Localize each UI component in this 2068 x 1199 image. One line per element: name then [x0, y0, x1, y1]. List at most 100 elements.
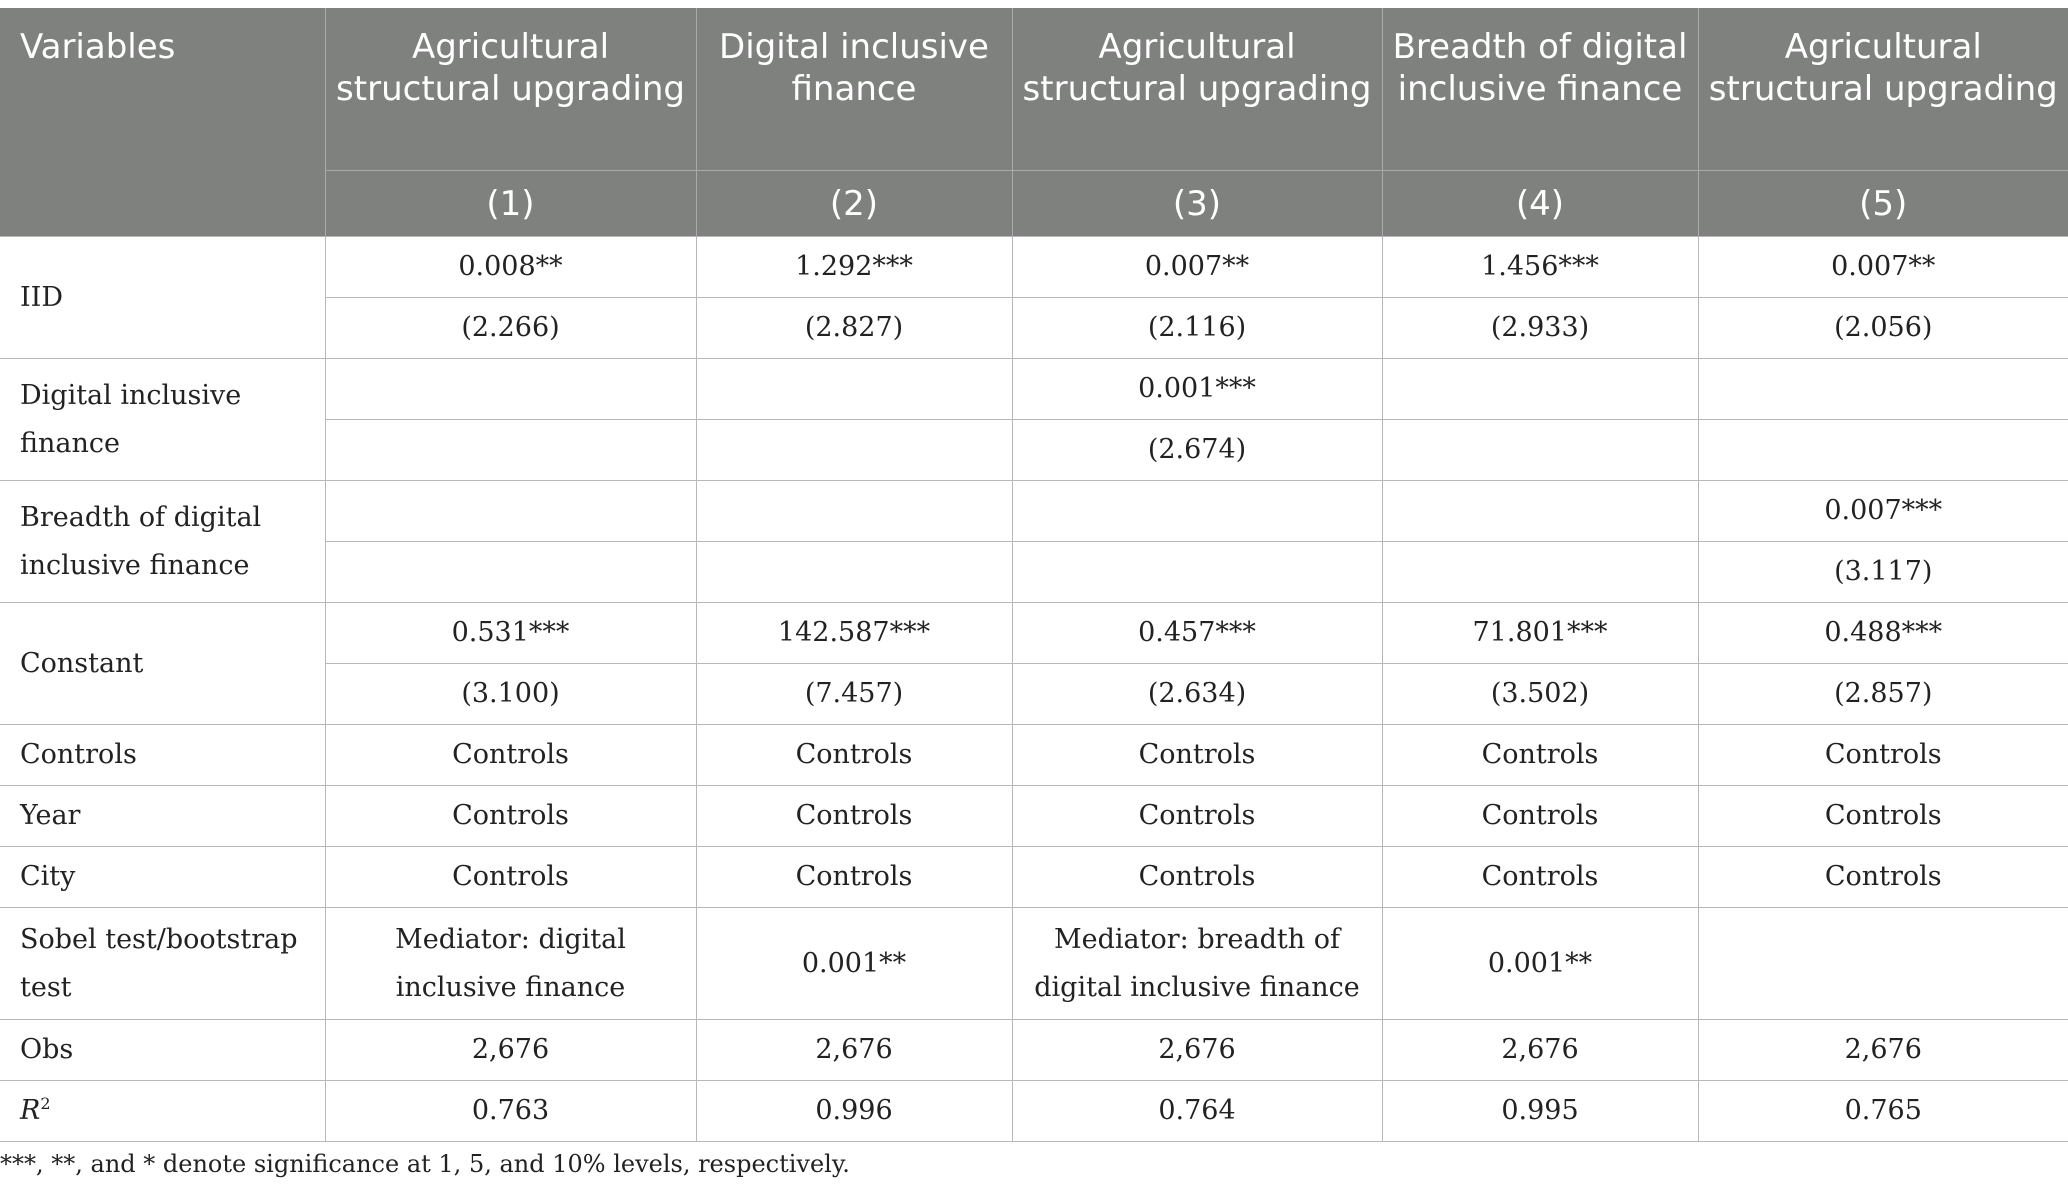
- cell-sobel-1: Mediator: digital inclusive finance: [324, 907, 697, 1020]
- cell-iid-t-1: (2.266): [324, 297, 697, 359]
- row-label-bdif: Breadth of digital inclusive finance: [0, 480, 326, 603]
- cell-sobel-4: 0.001**: [1381, 907, 1699, 1020]
- cell-obs-2: 2,676: [695, 1019, 1013, 1081]
- row-label-obs: Obs: [0, 1019, 326, 1081]
- cell-constant-coef-5: 0.488***: [1697, 602, 2068, 664]
- cell-iid-coef-4: 1.456***: [1381, 236, 1699, 298]
- cell-bdif-coef-1: [324, 480, 697, 542]
- header-col-1-num: (1): [324, 170, 696, 237]
- cell-obs-5: 2,676: [1697, 1019, 2068, 1081]
- cell-iid-t-5: (2.056): [1697, 297, 2068, 359]
- cell-city-3: Controls: [1011, 846, 1383, 908]
- cell-controls-1: Controls: [324, 724, 697, 786]
- cell-dif-t-2: [695, 419, 1013, 481]
- cell-constant-t-5: (2.857): [1697, 663, 2068, 725]
- cell-bdif-coef-4: [1381, 480, 1699, 542]
- table-row-constant-coef: Constant 0.531*** 142.587*** 0.457*** 71…: [0, 602, 2068, 725]
- header-col-5-num: (5): [1697, 170, 2068, 237]
- r2-superscript: 2: [40, 1094, 51, 1113]
- table-row-obs: Obs 2,676 2,676 2,676 2,676 2,676: [0, 1019, 2068, 1081]
- regression-table-container: Variables Agricultural structural upgrad…: [0, 8, 2068, 1142]
- header-col-3-name: Agricultural structural upgrading: [1011, 8, 1382, 171]
- header-variables: Variables: [0, 8, 325, 237]
- cell-constant-t-2: (7.457): [695, 663, 1013, 725]
- table-row-iid-t: (2.266) (2.827) (2.116) (2.933) (2.056): [0, 297, 2068, 359]
- cell-dif-t-1: [324, 419, 697, 481]
- cell-controls-2: Controls: [695, 724, 1013, 786]
- cell-dif-coef-4: [1381, 358, 1699, 420]
- cell-iid-coef-2: 1.292***: [695, 236, 1013, 298]
- cell-controls-5: Controls: [1697, 724, 2068, 786]
- table-row-sobel: Sobel test/bootstrap test Mediator: digi…: [0, 907, 2068, 1020]
- table-row-iid-coef: IID 0.008** 1.292*** 0.007** 1.456*** 0.…: [0, 236, 2068, 359]
- cell-bdif-t-5: (3.117): [1697, 541, 2068, 603]
- cell-constant-coef-2: 142.587***: [695, 602, 1013, 664]
- cell-iid-coef-3: 0.007**: [1011, 236, 1383, 298]
- cell-iid-coef-1: 0.008**: [324, 236, 697, 298]
- cell-bdif-coef-2: [695, 480, 1013, 542]
- cell-year-1: Controls: [324, 785, 697, 847]
- cell-controls-3: Controls: [1011, 724, 1383, 786]
- cell-constant-coef-1: 0.531***: [324, 602, 697, 664]
- cell-year-4: Controls: [1381, 785, 1699, 847]
- table-row-dif-t: (2.674): [0, 419, 2068, 481]
- header-col-5-name: Agricultural structural upgrading: [1697, 8, 2068, 171]
- cell-constant-coef-3: 0.457***: [1011, 602, 1383, 664]
- regression-table: Variables Agricultural structural upgrad…: [0, 8, 2068, 1142]
- r2-symbol: R: [20, 1095, 41, 1126]
- table-row-bdif-t: (3.117): [0, 541, 2068, 603]
- cell-dif-coef-3: 0.001***: [1011, 358, 1383, 420]
- table-body: IID 0.008** 1.292*** 0.007** 1.456*** 0.…: [0, 236, 2068, 1142]
- header-col-2-num: (2): [695, 170, 1012, 237]
- cell-iid-coef-5: 0.007**: [1697, 236, 2068, 298]
- header-row-numbers: (1) (2) (3) (4) (5): [0, 170, 2068, 237]
- cell-bdif-t-2: [695, 541, 1013, 603]
- cell-year-5: Controls: [1697, 785, 2068, 847]
- cell-city-1: Controls: [324, 846, 697, 908]
- table-row-bdif-coef: Breadth of digital inclusive finance 0.0…: [0, 480, 2068, 603]
- cell-controls-4: Controls: [1381, 724, 1699, 786]
- cell-constant-coef-4: 71.801***: [1381, 602, 1699, 664]
- cell-iid-t-2: (2.827): [695, 297, 1013, 359]
- cell-bdif-t-1: [324, 541, 697, 603]
- cell-bdif-coef-5: 0.007***: [1697, 480, 2068, 542]
- header-col-2-name: Digital inclusive finance: [695, 8, 1012, 171]
- cell-dif-t-5: [1697, 419, 2068, 481]
- cell-bdif-coef-3: [1011, 480, 1383, 542]
- cell-r2-2: 0.996: [695, 1080, 1013, 1142]
- table-row-constant-t: (3.100) (7.457) (2.634) (3.502) (2.857): [0, 663, 2068, 725]
- cell-r2-5: 0.765: [1697, 1080, 2068, 1142]
- cell-iid-t-4: (2.933): [1381, 297, 1699, 359]
- cell-city-5: Controls: [1697, 846, 2068, 908]
- cell-constant-t-3: (2.634): [1011, 663, 1383, 725]
- header-col-1-name: Agricultural structural upgrading: [324, 8, 696, 171]
- row-label-iid: IID: [0, 236, 326, 359]
- cell-city-2: Controls: [695, 846, 1013, 908]
- cell-constant-t-4: (3.502): [1381, 663, 1699, 725]
- header-row-names: Variables Agricultural structural upgrad…: [0, 8, 2068, 237]
- cell-r2-3: 0.764: [1011, 1080, 1383, 1142]
- cell-city-4: Controls: [1381, 846, 1699, 908]
- row-label-dif: Digital inclusive finance: [0, 358, 326, 481]
- cell-r2-1: 0.763: [324, 1080, 697, 1142]
- row-label-controls: Controls: [0, 724, 326, 786]
- cell-dif-t-3: (2.674): [1011, 419, 1383, 481]
- cell-obs-3: 2,676: [1011, 1019, 1383, 1081]
- cell-r2-4: 0.995: [1381, 1080, 1699, 1142]
- table-row-controls: Controls Controls Controls Controls Cont…: [0, 724, 2068, 786]
- row-label-year: Year: [0, 785, 326, 847]
- cell-year-2: Controls: [695, 785, 1013, 847]
- table-footnote: ***, **, and * denote significance at 1,…: [0, 1150, 850, 1178]
- row-label-city: City: [0, 846, 326, 908]
- cell-bdif-t-4: [1381, 541, 1699, 603]
- cell-constant-t-1: (3.100): [324, 663, 697, 725]
- cell-year-3: Controls: [1011, 785, 1383, 847]
- header-col-4-num: (4): [1381, 170, 1698, 237]
- cell-dif-coef-1: [324, 358, 697, 420]
- cell-obs-1: 2,676: [324, 1019, 697, 1081]
- table-header: Variables Agricultural structural upgrad…: [0, 8, 2068, 237]
- cell-dif-coef-2: [695, 358, 1013, 420]
- row-label-constant: Constant: [0, 602, 326, 725]
- cell-iid-t-3: (2.116): [1011, 297, 1383, 359]
- table-row-city: City Controls Controls Controls Controls…: [0, 846, 2068, 908]
